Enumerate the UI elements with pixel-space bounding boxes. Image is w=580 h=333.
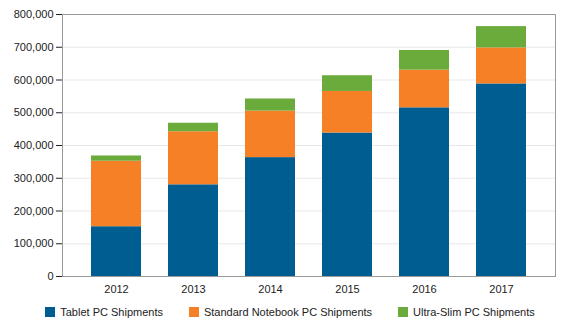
html-text:Ultra-Slim PC Shipments: Ultra-Slim PC Shipments [413,306,535,318]
svg-text:500,000: 500,000 [14,106,54,118]
svg-text:600,000: 600,000 [14,74,54,86]
html-text:Tablet PC Shipments: Tablet PC Shipments [60,306,163,318]
svg-text:2015: 2015 [335,283,359,295]
svg-text:200,000: 200,000 [14,205,54,217]
svg-text:2014: 2014 [258,283,282,295]
svg-text:2017: 2017 [489,283,513,295]
svg-text:100,000: 100,000 [14,237,54,249]
html-text:Standard Notebook PC Shipments: Standard Notebook PC Shipments [204,306,373,318]
svg-text:800,000: 800,000 [14,8,54,20]
svg-text:400,000: 400,000 [14,139,54,151]
svg-text:700,000: 700,000 [14,41,54,53]
svg-text:2012: 2012 [104,283,128,295]
svg-text:0: 0 [47,270,53,282]
svg-text:2013: 2013 [181,283,205,295]
svg-text:300,000: 300,000 [14,172,54,184]
svg-text:2016: 2016 [412,283,436,295]
